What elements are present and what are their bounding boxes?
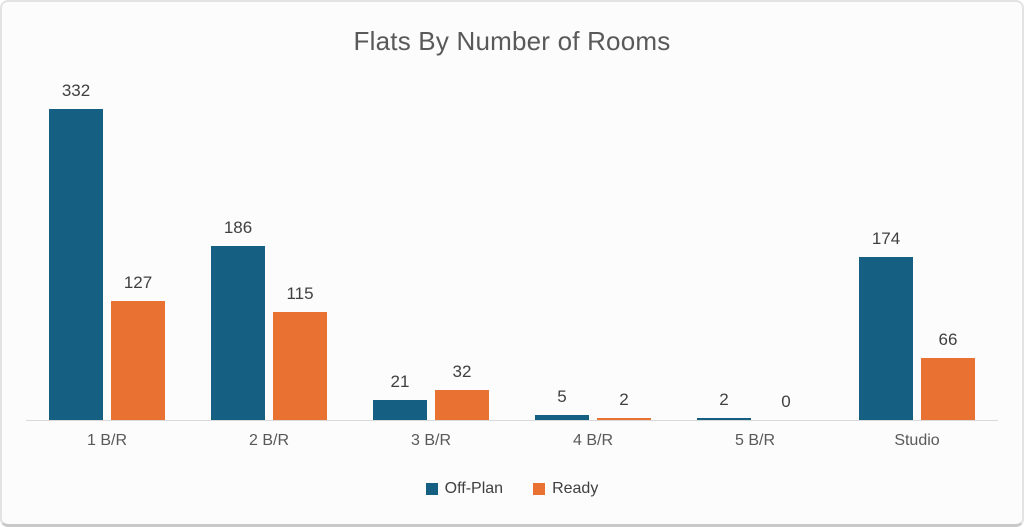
- value-label: 32: [452, 362, 472, 381]
- ready-bar: [111, 301, 165, 420]
- off-plan-bar-column: 186: [211, 218, 265, 420]
- x-axis-label-4-b-r: 4 B/R: [572, 432, 613, 449]
- off-plan-bar-column: 332: [49, 81, 103, 420]
- off-plan-bar: [49, 109, 103, 420]
- x-axis-label-2-b-r: 2 B/R: [248, 432, 289, 449]
- off-plan-bar-column: 5: [535, 387, 589, 420]
- x-axis-label-studio: Studio: [894, 432, 940, 449]
- legend-label-off-plan: Off-Plan: [444, 480, 504, 497]
- value-label: 115: [286, 284, 314, 303]
- off-plan-bar-column: 174: [859, 229, 913, 420]
- off-plan-bar: [535, 415, 589, 420]
- off-plan-bar: [373, 400, 427, 420]
- x-axis-label-5-b-r: 5 B/R: [734, 432, 775, 449]
- ready-bar: [435, 390, 489, 420]
- legend-item-ready: Ready: [533, 480, 598, 498]
- value-label: 66: [938, 330, 958, 349]
- value-label: 2: [719, 390, 729, 409]
- ready-bar-column: 127: [111, 273, 165, 420]
- off-plan-bar: [211, 246, 265, 420]
- legend-swatch-ready: [533, 483, 546, 495]
- value-label: 0: [781, 392, 791, 411]
- value-label: 174: [871, 229, 901, 248]
- ready-bar: [921, 358, 975, 420]
- chart-title: Flats By Number of Rooms: [353, 26, 671, 56]
- bar-group-1-b-r: 332 127: [26, 57, 188, 420]
- ready-bar-column: 2: [597, 390, 651, 420]
- legend: Off-Plan Ready: [26, 480, 998, 498]
- ready-bar: [273, 312, 327, 420]
- ready-bar-column: 66: [921, 330, 975, 420]
- legend-label-ready: Ready: [552, 480, 599, 497]
- value-label: 2: [619, 390, 629, 409]
- off-plan-bar: [697, 418, 751, 420]
- ready-bar: [597, 418, 651, 420]
- ready-bar-column: 0: [759, 392, 813, 420]
- plot-area: 332 127 186 115 21 32 5 2 2 0 174 66: [26, 57, 998, 421]
- value-label: 186: [223, 218, 253, 237]
- bar-group-2-b-r: 186 115: [188, 57, 350, 420]
- x-axis-labels: 1 B/R 2 B/R 3 B/R 4 B/R 5 B/R Studio: [26, 432, 998, 450]
- x-axis-label-3-b-r: 3 B/R: [410, 432, 451, 449]
- legend-swatch-off-plan: [425, 483, 438, 495]
- value-label: 332: [61, 81, 91, 100]
- x-axis-label-1-b-r: 1 B/R: [86, 432, 127, 449]
- off-plan-bar-column: 2: [697, 390, 751, 420]
- bar-group-3-b-r: 21 32: [350, 57, 512, 420]
- value-label: 127: [123, 273, 153, 292]
- off-plan-bar-column: 21: [373, 372, 427, 420]
- off-plan-bar: [859, 257, 913, 420]
- ready-bar-column: 32: [435, 362, 489, 420]
- value-label: 21: [390, 372, 410, 391]
- legend-item-off-plan: Off-Plan: [425, 480, 504, 498]
- ready-bar-column: 115: [273, 284, 327, 420]
- value-label: 5: [557, 387, 567, 406]
- bar-group-studio: 174 66: [836, 57, 998, 420]
